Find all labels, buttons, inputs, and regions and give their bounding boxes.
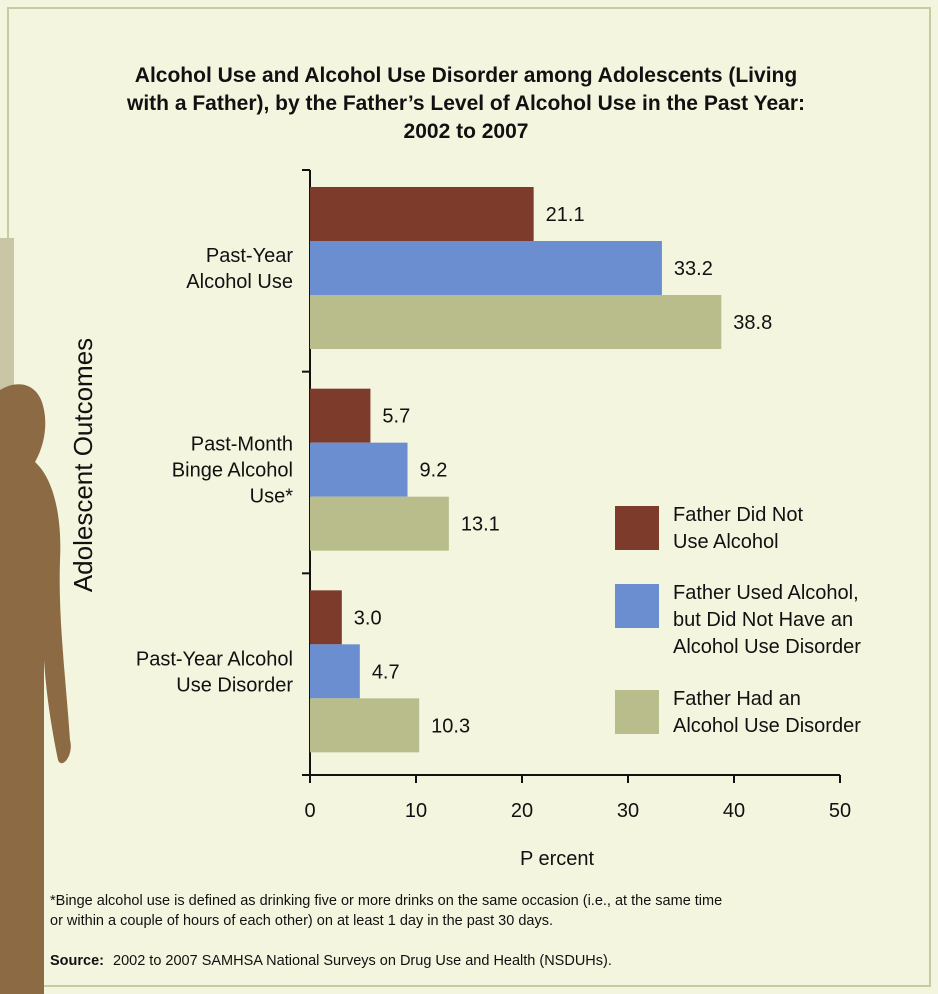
category-label: Past-Year Alcohol Use Disorder [136,648,293,696]
bar [310,644,360,699]
x-tick-label: 20 [511,800,533,822]
value-label: 21.1 [546,204,585,226]
value-label: 9.2 [420,460,448,482]
x-tick-label: 40 [723,800,745,822]
legend-swatch [615,690,659,734]
value-label: 38.8 [733,312,772,334]
category-label: Past-Year Alcohol Use [186,245,293,293]
legend-swatch [615,506,659,550]
x-axis-label: P ercent [520,848,595,870]
value-label: 13.1 [461,514,500,536]
legend-swatch [615,584,659,628]
x-tick-label: 50 [829,800,851,822]
bar [310,698,420,753]
category-label: Past-Month Binge Alcohol Use* [172,434,293,508]
legend-label: Father Used Alcohol, but Did Not Have an A… [673,582,861,658]
legend-label: Father Had an Alcohol Use Disorder [673,688,861,737]
bar [310,295,722,349]
value-label: 5.7 [382,406,410,428]
bar [310,496,449,551]
x-tick-label: 0 [304,800,315,822]
side-band [0,238,14,428]
footnote: *Binge alcohol use is defined as drinkin… [50,893,722,929]
x-tick-label: 30 [617,800,639,822]
bar [310,187,534,241]
value-label: 10.3 [431,715,470,737]
bar [310,241,662,295]
silhouette [0,384,71,994]
source: 2002 to 2007 SAMHSA National Surveys on … [113,953,612,969]
value-label: 4.7 [372,661,400,683]
bar [310,590,342,645]
value-label: 33.2 [674,258,713,280]
source-label: Source: [50,953,104,969]
bar [310,388,371,443]
bar [310,442,408,497]
chart-title: Alcohol Use and Alcohol Use Disorder amo… [126,64,805,143]
y-axis-label: Adolescent Outcomes [68,338,98,592]
legend-label: Father Did Not Use Alcohol [673,504,803,553]
value-label: 3.0 [354,607,382,629]
x-tick-label: 10 [405,800,427,822]
